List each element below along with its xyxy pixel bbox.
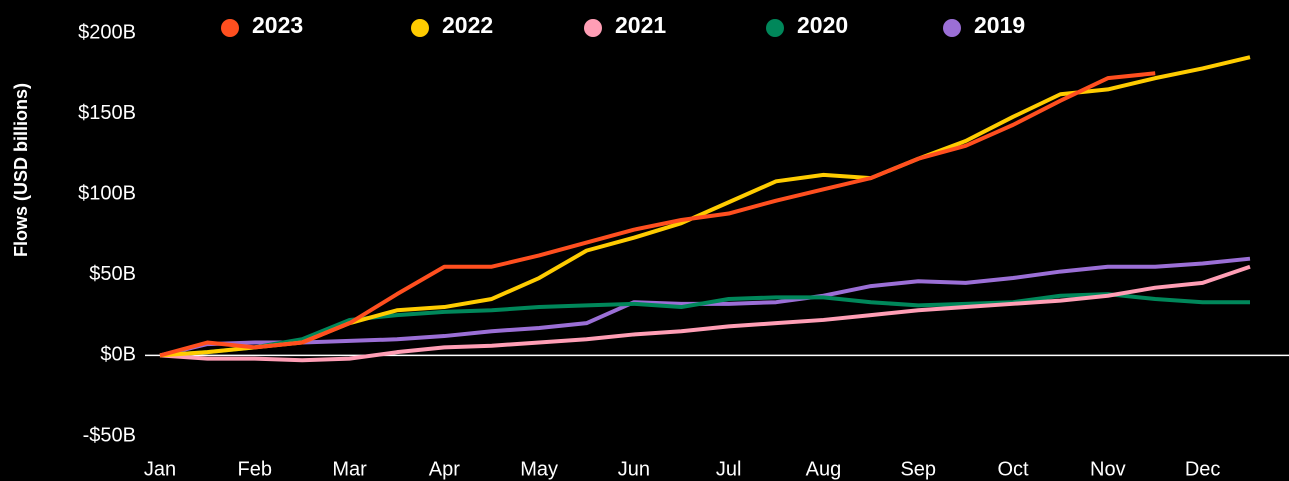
x-tick-label: Mar xyxy=(332,458,367,480)
x-tick-label: Jan xyxy=(144,458,176,480)
x-tick-label: Feb xyxy=(238,458,272,480)
x-tick-label: Jun xyxy=(618,458,650,480)
series-line xyxy=(159,71,1156,358)
legend-marker xyxy=(221,19,239,37)
x-tick-label: Oct xyxy=(997,458,1029,480)
legend-label: 2022 xyxy=(442,12,493,38)
y-tick-label: $150B xyxy=(78,102,136,124)
y-tick-label: $100B xyxy=(78,182,136,204)
x-tick-label: Dec xyxy=(1185,458,1221,480)
y-tick-label: -$50B xyxy=(83,424,136,446)
y-tick-label: $0B xyxy=(100,344,136,366)
legend-marker xyxy=(766,19,784,37)
legend-label: 2023 xyxy=(252,12,303,38)
legend-marker xyxy=(943,19,961,37)
legend-label: 2019 xyxy=(974,12,1025,38)
x-tick-label: Jul xyxy=(716,458,742,480)
x-tick-label: Apr xyxy=(429,458,460,480)
y-tick-label: $200B xyxy=(78,21,136,43)
x-tick-label: Nov xyxy=(1090,458,1126,480)
series-line xyxy=(159,256,1251,358)
series-line xyxy=(159,292,1250,358)
y-axis-label: Flows (USD billions) xyxy=(11,83,31,257)
legend-label: 2021 xyxy=(615,12,666,38)
legend-label: 2020 xyxy=(797,12,848,38)
legend-marker xyxy=(411,19,429,37)
y-tick-label: $50B xyxy=(89,263,136,285)
x-tick-label: Sep xyxy=(900,458,936,480)
legend-marker xyxy=(584,19,602,37)
x-tick-label: Aug xyxy=(806,458,842,480)
x-tick-label: May xyxy=(520,458,558,480)
series-line xyxy=(159,55,1251,358)
series-line xyxy=(159,264,1251,363)
